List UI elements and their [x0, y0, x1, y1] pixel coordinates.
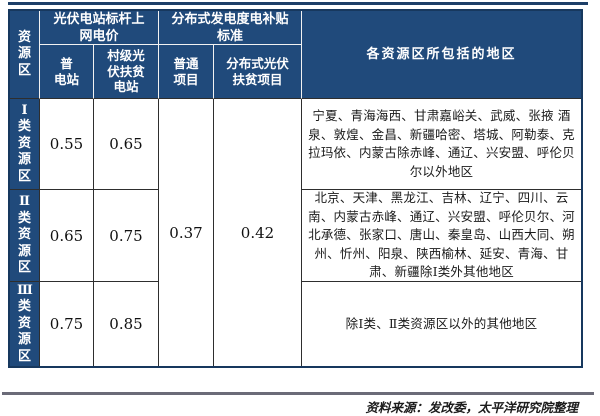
zone-label-text: Ⅰ类资源区 [17, 102, 31, 184]
regions-zone-2: 北京、天津、黑龙江、吉林、辽宁、四川、云南、内蒙古赤峰、通辽、兴安盟、呼伦贝尔、… [302, 190, 581, 282]
subheader-distributed-poverty-project: 分布式光伏 扶贫项目 [214, 45, 302, 99]
zone-label-text: Ⅲ类资源区 [17, 282, 33, 364]
group-header-benchmark-price: 光伏电站标杆上 网电价 [40, 11, 159, 45]
benchmark-price-zone-2: 0.65 [40, 190, 94, 282]
ordinary-project-subsidy-value: 0.37 [159, 99, 214, 366]
zone-label-row-1: Ⅰ类资源区 [10, 99, 40, 190]
village-poverty-price-zone-1: 0.65 [94, 99, 159, 190]
subheader-ordinary-project: 普通 项目 [159, 45, 214, 99]
village-poverty-price-zone-3: 0.85 [94, 282, 159, 366]
source-note: 资料来源：发改委，太平洋研究院整理 [365, 400, 578, 415]
zone-label-text: Ⅱ类资源区 [17, 194, 31, 276]
benchmark-price-zone-3: 0.75 [40, 282, 94, 366]
regions-zone-1: 宁夏、青海海西、甘肃嘉峪关、武威、张掖 酒泉、敦煌、金昌、新疆哈密、塔城、阿勒泰… [302, 99, 581, 190]
top-divider-rule [8, 2, 588, 5]
subheader-village-poverty-station: 村级光 伏扶贫 电站 [94, 45, 159, 99]
subheader-ordinary-station: 普 电站 [40, 45, 94, 99]
zone-label-row-2: Ⅱ类资源区 [10, 190, 40, 282]
benchmark-price-zone-1: 0.55 [40, 99, 94, 190]
group-header-distributed-subsidy: 分布式发电度电补贴 标准 [159, 11, 302, 45]
village-poverty-price-zone-2: 0.75 [94, 190, 159, 282]
corner-header-label: 资源区 [17, 29, 31, 78]
pv-subsidy-table: 资源区 光伏电站标杆上 网电价 分布式发电度电补贴 标准 各资源区所包括的地区 … [8, 9, 583, 368]
regions-zone-3: 除Ⅰ类、Ⅱ类资源区以外的其他地区 [302, 282, 581, 366]
footer-divider-rule [2, 392, 594, 395]
corner-header-resource-zone: 资源区 [10, 11, 40, 99]
distributed-poverty-project-subsidy-value: 0.42 [214, 99, 302, 366]
zone-label-row-3: Ⅲ类资源区 [10, 282, 40, 366]
header-regions-included: 各资源区所包括的地区 [302, 11, 581, 99]
